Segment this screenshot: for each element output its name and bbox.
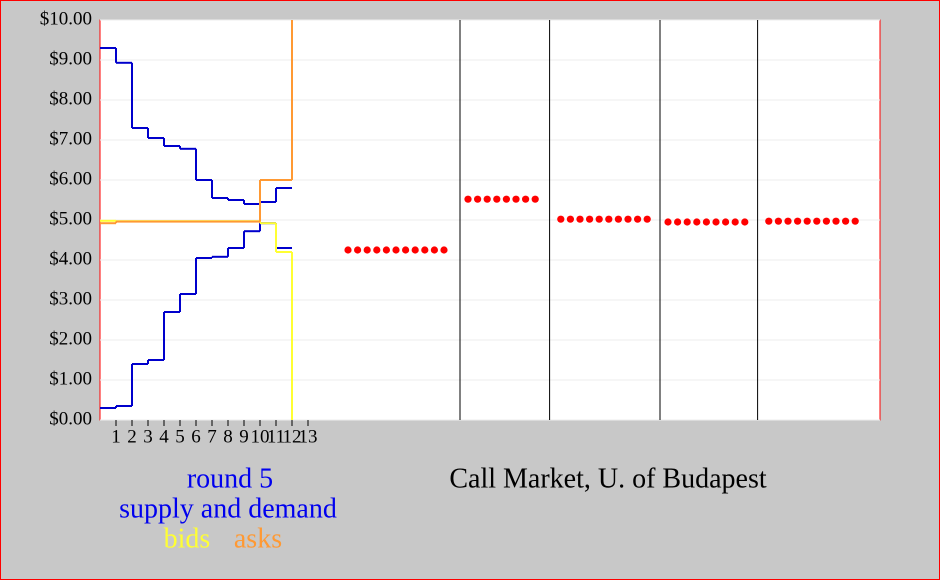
price-point <box>851 217 859 225</box>
price-point <box>566 215 575 223</box>
price-point <box>421 246 429 254</box>
price-point <box>643 215 651 223</box>
legend-entry: bids <box>164 523 211 554</box>
price-point <box>765 217 773 225</box>
x-tick-label: 1 <box>111 426 121 447</box>
price-point <box>634 215 642 223</box>
price-point <box>693 218 701 226</box>
y-tick-label: $3.00 <box>49 288 92 309</box>
price-point <box>624 215 632 223</box>
y-tick-label: $10.00 <box>40 8 92 29</box>
price-point <box>741 218 749 226</box>
price-point <box>440 246 448 254</box>
x-tick-label: 6 <box>191 426 201 447</box>
y-tick-label: $1.00 <box>49 368 92 389</box>
x-tick-label: 13 <box>299 426 318 447</box>
y-tick-label: $5.00 <box>49 208 92 229</box>
price-point <box>373 246 381 254</box>
price-point <box>774 217 783 225</box>
legend-title: round 5 <box>187 463 273 494</box>
price-point <box>464 195 472 203</box>
legend-entry: supply and demand <box>119 493 337 524</box>
x-tick-label: 5 <box>175 426 185 447</box>
price-point <box>474 195 482 203</box>
y-tick-label: $8.00 <box>49 88 92 109</box>
price-point <box>731 218 739 226</box>
price-point <box>512 195 520 203</box>
price-point <box>842 217 850 225</box>
price-point <box>483 195 491 203</box>
price-point <box>430 246 438 254</box>
y-tick-label: $6.00 <box>49 168 92 189</box>
price-point <box>344 246 352 254</box>
price-point <box>664 218 672 226</box>
price-point <box>392 246 400 254</box>
price-point <box>822 217 831 225</box>
price-point <box>722 218 730 226</box>
price-point <box>586 215 594 223</box>
price-point <box>712 218 720 226</box>
x-tick-label: 4 <box>159 426 169 447</box>
price-point <box>493 195 501 203</box>
price-point <box>354 246 362 254</box>
y-tick-label: $0.00 <box>49 408 92 429</box>
price-point <box>557 215 565 223</box>
y-tick-label: $4.00 <box>49 248 92 269</box>
x-tick-label: 12 <box>283 426 302 447</box>
price-point <box>363 246 371 254</box>
price-point <box>502 195 510 203</box>
x-tick-label: 2 <box>127 426 137 447</box>
price-point <box>784 217 792 225</box>
x-tick-label: 7 <box>207 426 217 447</box>
x-tick-label: 9 <box>239 426 249 447</box>
x-tick-label: 3 <box>143 426 153 447</box>
price-point <box>402 246 410 254</box>
legend-entry: asks <box>234 523 282 554</box>
x-tick-label: 11 <box>267 426 285 447</box>
price-point <box>803 217 811 225</box>
price-point <box>411 246 419 254</box>
price-point <box>832 217 840 225</box>
x-tick-label: 8 <box>223 426 233 447</box>
price-point <box>576 215 584 223</box>
price-point <box>382 246 390 254</box>
y-tick-label: $7.00 <box>49 128 92 149</box>
y-tick-label: $2.00 <box>49 328 92 349</box>
price-point <box>614 215 623 223</box>
price-point <box>702 218 711 226</box>
price-point <box>674 218 682 226</box>
x-tick-label: 10 <box>251 426 270 447</box>
price-point <box>522 195 530 203</box>
price-point <box>813 217 821 225</box>
y-tick-label: $9.00 <box>49 48 92 69</box>
price-point <box>595 215 603 223</box>
chart-title: Call Market, U. of Budapest <box>449 463 766 494</box>
price-point <box>605 215 613 223</box>
price-point <box>531 195 539 203</box>
price-point <box>683 218 691 226</box>
price-point <box>794 217 802 225</box>
